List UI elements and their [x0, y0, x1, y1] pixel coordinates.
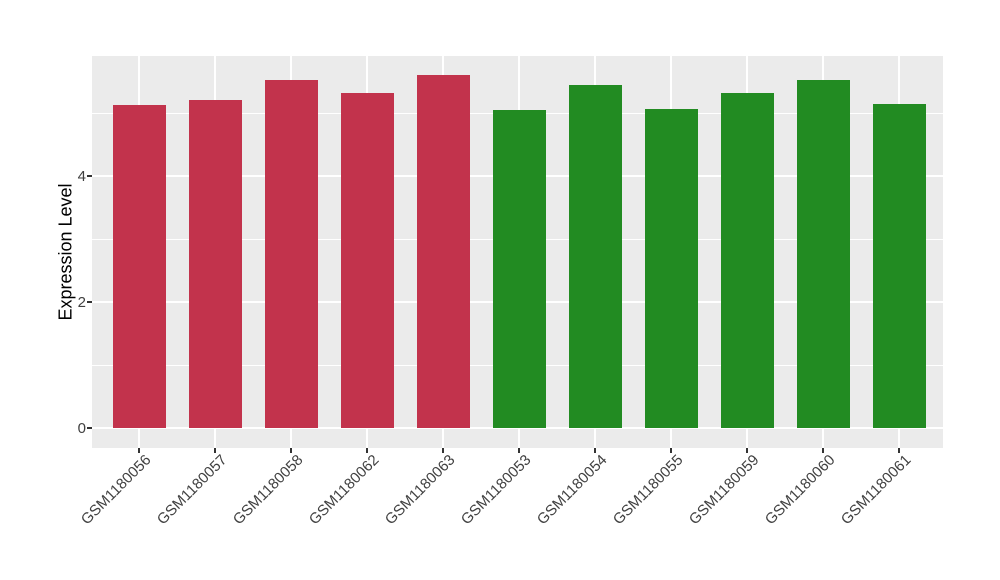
x-tick-mark: [518, 448, 520, 453]
x-tick-label: GSM1180062: [305, 451, 383, 529]
x-tick-label: GSM1180060: [761, 451, 839, 529]
x-tick-label: GSM1180057: [153, 451, 231, 529]
x-tick-mark: [138, 448, 140, 453]
x-tick-mark: [594, 448, 596, 453]
x-tick-mark: [290, 448, 292, 453]
y-tick-label: 0: [77, 419, 86, 437]
major-gridline: [92, 427, 943, 429]
bar-GSM1180056: [112, 104, 166, 428]
y-tick-label: 2: [77, 293, 86, 311]
x-tick-label: GSM1180054: [533, 451, 611, 529]
bar-GSM1180053: [492, 110, 546, 428]
y-tick-label: 4: [77, 167, 86, 185]
y-tick-mark: [87, 427, 92, 429]
y-tick-mark: [87, 175, 92, 177]
x-tick-label: GSM1180055: [609, 451, 687, 529]
x-tick-mark: [898, 448, 900, 453]
bar-GSM1180062: [340, 93, 394, 428]
x-tick-label: GSM1180053: [457, 451, 535, 529]
x-tick-label: GSM1180056: [77, 451, 155, 529]
y-tick-mark: [87, 301, 92, 303]
x-tick-mark: [366, 448, 368, 453]
x-tick-label: GSM1180058: [229, 451, 307, 529]
bar-GSM1180060: [796, 80, 850, 428]
plot-panel: [92, 56, 943, 448]
bar-GSM1180059: [720, 92, 774, 428]
x-tick-mark: [670, 448, 672, 453]
x-tick-mark: [442, 448, 444, 453]
bar-GSM1180055: [644, 108, 698, 428]
x-tick-label: GSM1180061: [837, 451, 915, 529]
x-tick-label: GSM1180059: [685, 451, 763, 529]
x-tick-mark: [214, 448, 216, 453]
bar-GSM1180063: [416, 74, 470, 428]
x-tick-mark: [822, 448, 824, 453]
bar-GSM1180054: [568, 85, 622, 428]
x-tick-label: GSM1180063: [381, 451, 459, 529]
bar-GSM1180057: [188, 99, 242, 428]
bar-GSM1180061: [872, 103, 926, 428]
x-tick-mark: [746, 448, 748, 453]
bar-GSM1180058: [264, 79, 318, 428]
